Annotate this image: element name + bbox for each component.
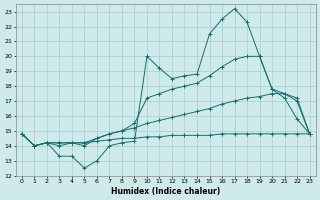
X-axis label: Humidex (Indice chaleur): Humidex (Indice chaleur)	[111, 187, 220, 196]
